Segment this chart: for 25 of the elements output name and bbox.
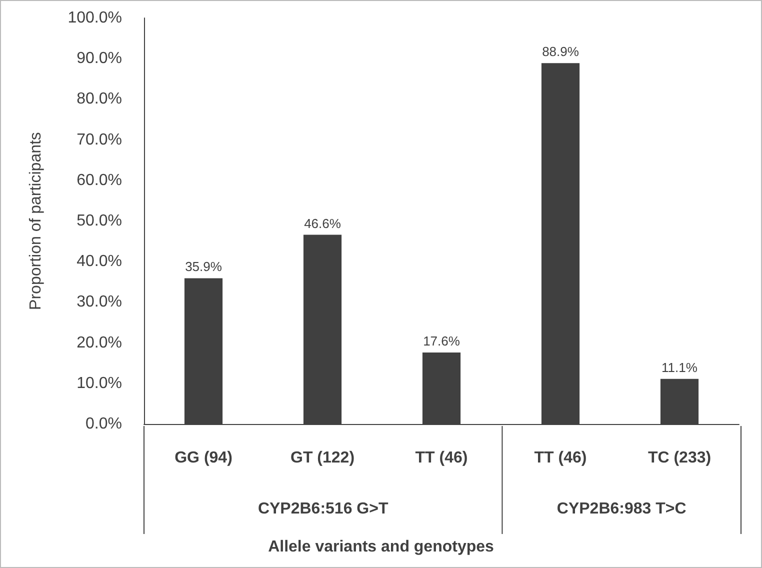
data-label: 46.6% (304, 216, 342, 231)
y-tick-label: 90.0% (76, 50, 122, 68)
text: CYP2B6:516 G>T (258, 500, 388, 518)
x-tick-label: TT (46) (415, 450, 468, 466)
data-label: 88.9% (542, 44, 580, 60)
y-tick-label: 20.0% (76, 334, 122, 352)
text: CYP2B6:983 T>C (556, 500, 687, 518)
y-tick-label: 70.0% (76, 131, 122, 148)
x-tick-label: GG (94) (174, 450, 232, 466)
x-axis-title: Allele variants and genotypes (268, 538, 494, 556)
x-tick-label: TT (46) (534, 450, 587, 466)
y-tick-label: 10.0% (76, 374, 122, 392)
data-label: 17.6% (423, 334, 460, 349)
data-label: 35.9% (185, 259, 222, 274)
y-tick-label: 30.0% (76, 294, 122, 311)
y-tick-label: 40.0% (76, 253, 122, 270)
y-tick-label: 50.0% (76, 212, 122, 230)
y-tick-label: 80.0% (76, 90, 122, 108)
x-tick-label: TC (233) (648, 450, 712, 466)
y-tick-label: 0.0% (86, 416, 122, 432)
y-tick-label: 100.0% (68, 10, 122, 26)
y-tick-label: 60.0% (76, 172, 122, 189)
x-tick-label: GT (122) (290, 450, 355, 466)
data-label: 11.1% (662, 360, 698, 375)
y-axis-title: Proportion of participants (28, 132, 44, 310)
